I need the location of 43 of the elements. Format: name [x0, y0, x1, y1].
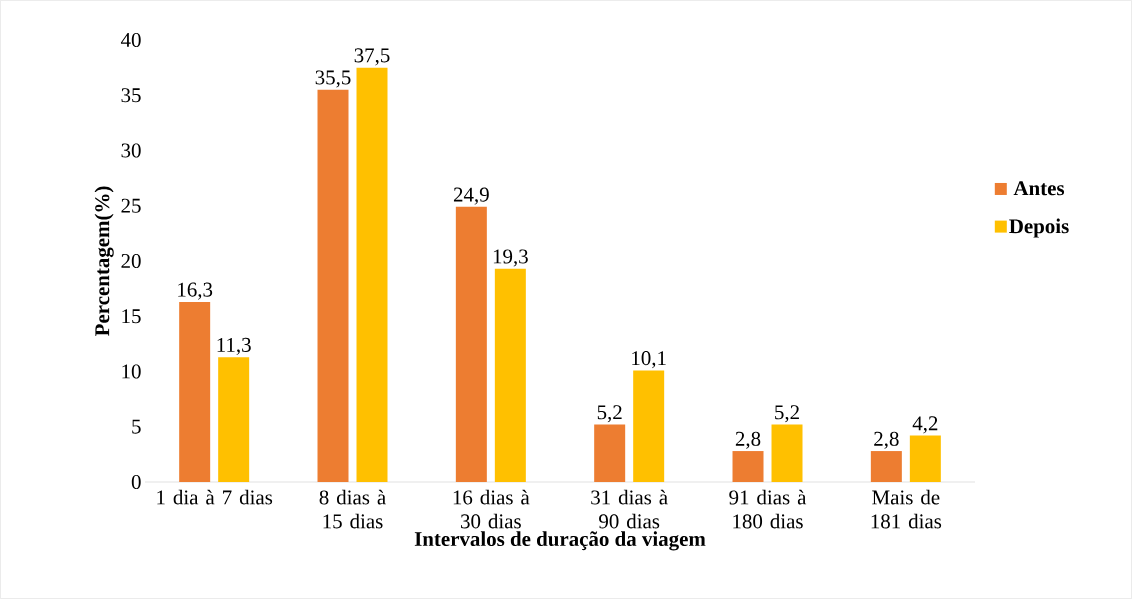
bar [455, 206, 487, 482]
legend-label: Depois [1009, 218, 1069, 238]
x-tick-label: 31 dias à 90 dias [591, 489, 668, 529]
bar [218, 357, 250, 482]
data-label: 10,1 [632, 351, 666, 369]
bar [909, 435, 941, 482]
y-tick-label: 30 [121, 143, 141, 158]
x-tick-label: 8 dias à 15 dias [319, 489, 386, 529]
bar [870, 451, 902, 482]
bar [179, 301, 211, 482]
y-tick-label: 10 [122, 364, 141, 379]
y-tick-label: 15 [122, 309, 141, 324]
bar [732, 451, 764, 482]
x-tick-label: 16 dias à 30 dias [453, 489, 530, 529]
data-label: 16,3 [178, 282, 213, 300]
x-tick-label: 1 dia à 7 dias [157, 489, 273, 505]
data-label: 37,5 [354, 48, 390, 66]
x-axis-title: Intervalos de duração da viagem [414, 531, 706, 551]
data-label: 2,8 [874, 431, 899, 449]
bar [317, 89, 349, 482]
bar [771, 424, 803, 482]
data-label: 4,2 [912, 416, 938, 434]
y-tick-label: 0 [131, 474, 141, 490]
data-label: 2,8 [735, 431, 761, 449]
data-label: 35,5 [315, 70, 351, 88]
legend-label: Antes [1013, 181, 1065, 196]
y-tick-label: 5 [132, 419, 141, 434]
data-label: 5,2 [597, 405, 622, 423]
bar [594, 424, 626, 482]
y-tick-label: 25 [121, 198, 141, 213]
bar [633, 370, 665, 482]
y-axis-title: Percentagem(%) [94, 186, 114, 336]
bar [356, 67, 388, 482]
x-tick-label: Mais de 181 dias [871, 489, 942, 529]
bar [494, 268, 526, 482]
data-label: 11,3 [217, 337, 251, 355]
y-tick-label: 40 [120, 32, 141, 48]
y-tick-label: 20 [121, 253, 141, 269]
data-label: 19,3 [493, 249, 528, 267]
data-label: 24,9 [453, 187, 489, 205]
x-tick-label: 91 dias à 180 dias [729, 489, 807, 529]
data-label: 5,2 [775, 405, 799, 423]
y-tick-label: 35 [121, 88, 141, 103]
